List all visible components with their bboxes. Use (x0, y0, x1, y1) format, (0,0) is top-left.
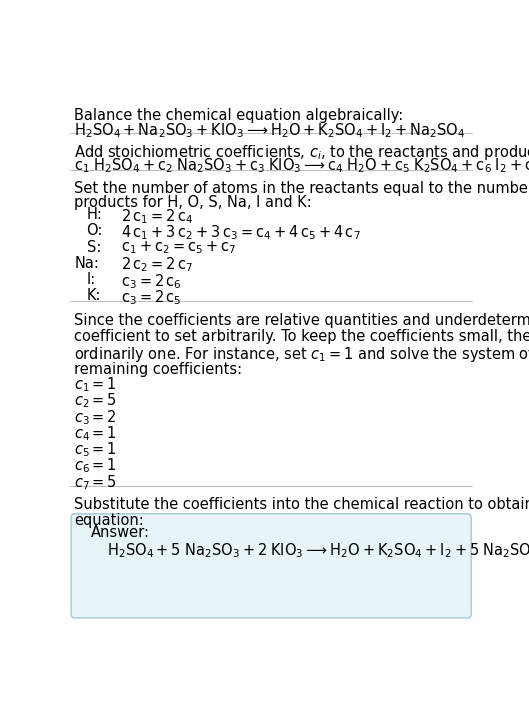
Text: coefficient to set arbitrarily. To keep the coefficients small, the arbitrary va: coefficient to set arbitrarily. To keep … (74, 329, 529, 344)
Text: O:: O: (87, 223, 103, 238)
Text: $\mathrm{H_2SO_4 + Na_2SO_3 + KIO_3 \longrightarrow H_2O + K_2SO_4 + I_2 + Na_2S: $\mathrm{H_2SO_4 + Na_2SO_3 + KIO_3 \lon… (74, 121, 466, 140)
Text: Balance the chemical equation algebraically:: Balance the chemical equation algebraica… (74, 108, 404, 123)
Text: $c_7 = 5$: $c_7 = 5$ (74, 473, 117, 491)
Text: $\mathrm{c_1 + c_2 = c_5 + c_7}$: $\mathrm{c_1 + c_2 = c_5 + c_7}$ (122, 239, 236, 256)
Text: Add stoichiometric coefficients, $c_i$, to the reactants and products:: Add stoichiometric coefficients, $c_i$, … (74, 143, 529, 162)
Text: Since the coefficients are relative quantities and underdetermined, choose a: Since the coefficients are relative quan… (74, 313, 529, 328)
Text: $\mathrm{c_1\;H_2SO_4 + c_2\;Na_2SO_3 + c_3\;KIO_3 \longrightarrow c_4\;H_2O + c: $\mathrm{c_1\;H_2SO_4 + c_2\;Na_2SO_3 + … (74, 156, 529, 175)
Text: ordinarily one. For instance, set $c_1 = 1$ and solve the system of equations fo: ordinarily one. For instance, set $c_1 =… (74, 345, 529, 364)
Text: Na:: Na: (74, 256, 99, 270)
Text: H:: H: (87, 207, 103, 222)
Text: equation:: equation: (74, 513, 144, 528)
Text: $c_4 = 1$: $c_4 = 1$ (74, 425, 117, 443)
Text: products for H, O, S, Na, I and K:: products for H, O, S, Na, I and K: (74, 195, 312, 209)
Text: $\mathrm{c_3 = 2\,c_5}$: $\mathrm{c_3 = 2\,c_5}$ (122, 288, 182, 307)
FancyBboxPatch shape (71, 514, 471, 618)
Text: $c_2 = 5$: $c_2 = 5$ (74, 392, 117, 411)
Text: $\mathrm{H_2SO_4 + 5\;Na_2SO_3 + 2\;KIO_3 \longrightarrow H_2O + K_2SO_4 + I_2 +: $\mathrm{H_2SO_4 + 5\;Na_2SO_3 + 2\;KIO_… (107, 542, 529, 561)
Text: Set the number of atoms in the reactants equal to the number of atoms in the: Set the number of atoms in the reactants… (74, 181, 529, 196)
Text: $c_6 = 1$: $c_6 = 1$ (74, 457, 117, 475)
Text: $c_5 = 1$: $c_5 = 1$ (74, 441, 117, 459)
Text: Answer:: Answer: (91, 525, 150, 540)
Text: $\mathrm{2\,c_2 = 2\,c_7}$: $\mathrm{2\,c_2 = 2\,c_7}$ (122, 256, 194, 274)
Text: Substitute the coefficients into the chemical reaction to obtain the balanced: Substitute the coefficients into the che… (74, 497, 529, 512)
Text: I:: I: (87, 272, 96, 287)
Text: $\mathrm{c_3 = 2\,c_6}$: $\mathrm{c_3 = 2\,c_6}$ (122, 272, 183, 291)
Text: K:: K: (87, 288, 101, 303)
Text: remaining coefficients:: remaining coefficients: (74, 361, 242, 377)
Text: $\mathrm{2\,c_1 = 2\,c_4}$: $\mathrm{2\,c_1 = 2\,c_4}$ (122, 207, 194, 226)
Text: S:: S: (87, 239, 101, 254)
Text: $c_1 = 1$: $c_1 = 1$ (74, 376, 117, 394)
Text: $\mathrm{4\,c_1 + 3\,c_2 + 3\,c_3 = c_4 + 4\,c_5 + 4\,c_7}$: $\mathrm{4\,c_1 + 3\,c_2 + 3\,c_3 = c_4 … (122, 223, 361, 242)
Text: $c_3 = 2$: $c_3 = 2$ (74, 408, 117, 427)
